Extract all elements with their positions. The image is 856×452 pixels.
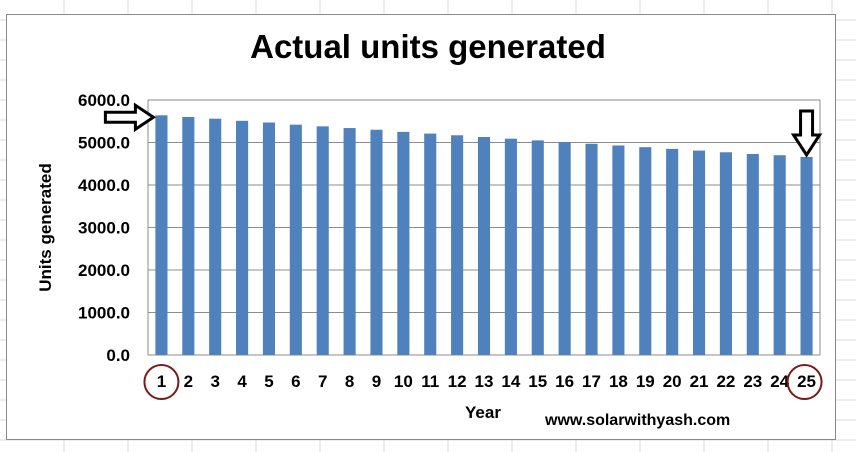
x-tick-label: 14 [501, 372, 520, 391]
y-tick-label: 4000.0 [78, 176, 130, 195]
x-tick-label: 18 [609, 372, 628, 391]
bar-12 [451, 135, 464, 355]
x-tick-label: 19 [636, 372, 655, 391]
watermark-text: www.solarwithyash.com [545, 412, 731, 429]
x-tick-label: 6 [291, 372, 300, 391]
bar-18 [612, 145, 625, 355]
bar-22 [719, 152, 732, 355]
bar-10 [397, 131, 410, 355]
x-tick-label: 4 [237, 372, 247, 391]
x-tick-label: 9 [372, 372, 381, 391]
bar-11 [424, 133, 437, 355]
x-tick-label: 24 [770, 372, 789, 391]
y-tick-label: 2000.0 [78, 261, 130, 280]
bar-19 [639, 147, 652, 355]
bar-24 [773, 155, 786, 355]
highlight-circle [143, 364, 180, 400]
y-tick-label: 3000.0 [78, 219, 130, 238]
bar-7 [316, 126, 329, 355]
bar-4 [236, 120, 249, 355]
arrow-down-icon [790, 109, 823, 158]
bar-3 [209, 118, 222, 355]
chart-title: Actual units generated [250, 28, 606, 65]
bar-2 [182, 117, 195, 355]
bar-5 [262, 122, 276, 356]
x-tick-label: 20 [663, 372, 682, 391]
bar-20 [666, 148, 679, 355]
bar-9 [370, 129, 383, 355]
highlight-circle [786, 364, 823, 400]
x-tick-label: 23 [743, 372, 762, 391]
bar-21 [692, 150, 706, 355]
bar-14 [504, 138, 517, 355]
x-tick-label: 16 [555, 372, 574, 391]
y-tick-label: 0.0 [106, 346, 130, 365]
x-tick-label: 13 [475, 372, 494, 391]
bar-6 [289, 124, 302, 356]
y-tick-label: 6000.0 [78, 91, 130, 110]
y-axis-title: Units generated [36, 163, 55, 291]
x-axis-title: Year [465, 403, 501, 422]
x-tick-label: 12 [448, 372, 467, 391]
x-tick-label: 3 [210, 372, 219, 391]
x-tick-label: 7 [318, 372, 327, 391]
x-tick-label: 15 [528, 372, 547, 391]
arrow-right-icon [103, 102, 157, 133]
bar-17 [585, 143, 598, 355]
x-tick-label: 22 [716, 372, 735, 391]
x-tick-label: 10 [394, 372, 413, 391]
bar-13 [477, 136, 491, 355]
x-tick-label: 17 [582, 372, 601, 391]
bar-15 [531, 140, 544, 355]
bar-8 [343, 128, 356, 355]
x-tick-label: 11 [421, 372, 439, 391]
x-tick-label: 5 [264, 372, 273, 391]
x-tick-label: 2 [184, 372, 193, 391]
x-tick-label: 8 [345, 372, 354, 391]
bar-1 [155, 115, 168, 355]
x-tick-label: 1 [157, 372, 166, 391]
bar-23 [746, 153, 759, 355]
x-tick-label: 21 [690, 372, 709, 391]
bar-16 [558, 142, 571, 355]
y-tick-label: 5000.0 [78, 134, 130, 153]
x-tick-label: 25 [797, 372, 816, 391]
y-tick-label: 1000.0 [78, 304, 130, 323]
bar-25 [800, 156, 813, 355]
